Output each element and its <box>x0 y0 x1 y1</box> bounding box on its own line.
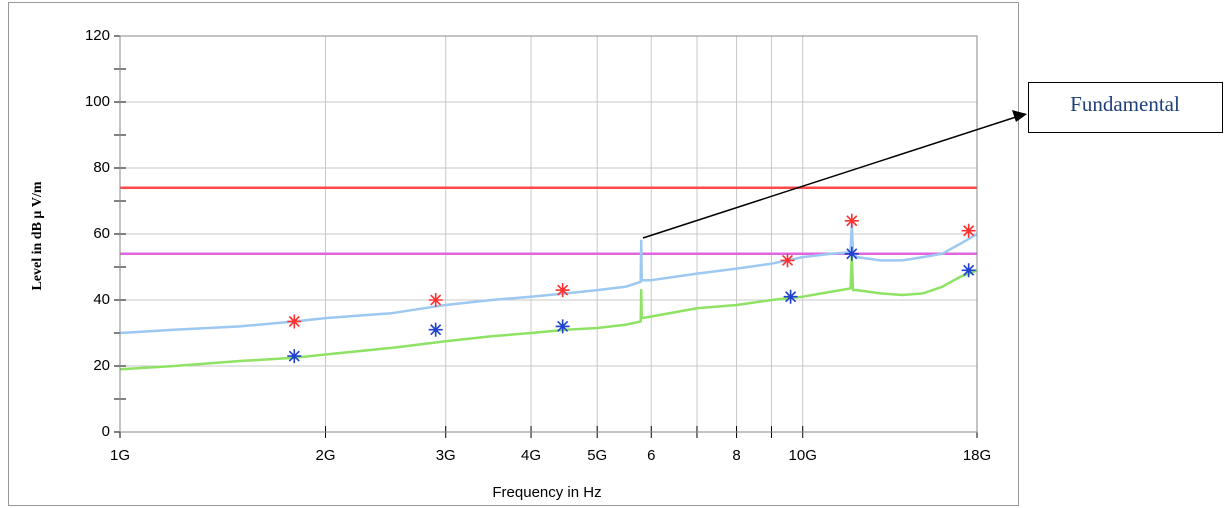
series-line <box>119 222 978 335</box>
x-tick-label: 8 <box>732 447 740 464</box>
y-tick-label: 40 <box>93 291 110 308</box>
annotation-arrow <box>642 116 1017 239</box>
plot-frame <box>119 35 978 433</box>
annotation-text: Fundamental <box>1070 92 1180 116</box>
x-tick-label: 2G <box>316 447 336 464</box>
series-line <box>119 255 978 371</box>
annotation-arrowhead <box>1012 110 1027 122</box>
marker <box>428 322 443 337</box>
marker <box>783 289 798 304</box>
marker <box>555 283 570 298</box>
marker <box>961 263 976 278</box>
y-tick-label: 0 <box>102 423 110 440</box>
y-axis-label: Level in dB μ V/m <box>30 181 45 290</box>
marker <box>555 319 570 334</box>
marker <box>287 314 302 329</box>
y-tick-label: 100 <box>85 93 110 110</box>
marker <box>428 293 443 307</box>
x-tick-label: 4G <box>521 447 541 464</box>
marker <box>844 213 859 228</box>
x-tick-label: 3G <box>436 447 456 464</box>
y-tick-label: 80 <box>93 159 110 176</box>
marker <box>844 246 859 261</box>
y-tick-label: 120 <box>85 27 110 44</box>
marker <box>287 349 302 364</box>
x-tick-label: 6 <box>647 447 655 464</box>
marker <box>961 223 976 238</box>
y-tick-label: 20 <box>93 357 110 374</box>
marker <box>780 253 795 268</box>
x-tick-label: 1G <box>110 447 130 464</box>
x-tick-label: 10G <box>789 447 817 464</box>
plot <box>119 186 978 371</box>
annotation-box <box>1028 82 1223 133</box>
x-axis-label: Frequency in Hz <box>492 484 601 501</box>
y-tick-label: 60 <box>93 225 110 242</box>
x-tick-label: 5G <box>587 447 607 464</box>
x-tick-label: 18G <box>963 447 991 464</box>
